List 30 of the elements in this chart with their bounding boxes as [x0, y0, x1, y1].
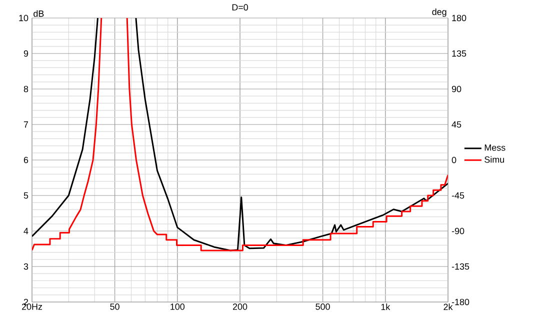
y2-tick-label: -45: [452, 192, 464, 199]
chart-title: D=0: [232, 4, 248, 11]
y2-axis-title: deg: [432, 8, 446, 17]
legend-label: Mess: [484, 144, 506, 151]
y-tick-label: 4: [24, 228, 28, 234]
y-tick-label: 5: [24, 192, 28, 199]
y2-tick-label: 90: [452, 86, 462, 92]
legend-label: Simu: [484, 156, 504, 163]
y2-tick-label: 180: [452, 14, 466, 22]
x-tick-label: 200: [232, 304, 248, 310]
y-tick-label: 6: [24, 156, 28, 164]
y-tick-label: 3: [24, 263, 28, 270]
y-tick-label: 9: [24, 50, 28, 57]
y2-tick-label: -135: [452, 263, 470, 270]
x-tick-label: 1k: [381, 304, 390, 310]
y-tick-label: 10: [19, 14, 28, 22]
x-tick-label: 2k: [444, 304, 453, 310]
y2-tick-label: 135: [452, 50, 466, 57]
y-tick-label: 7: [24, 121, 28, 128]
x-tick-label: 20Hz: [22, 304, 42, 310]
x-tick-label: 500: [316, 304, 330, 310]
x-tick-label: 100: [170, 304, 185, 310]
y2-tick-label: -90: [452, 228, 464, 234]
x-tick-label: 50: [110, 304, 120, 310]
y-tick-label: 8: [24, 86, 28, 92]
y2-tick-label: 0: [452, 156, 456, 164]
y2-tick-label: -180: [452, 298, 470, 306]
y-axis-title: dB: [34, 10, 44, 17]
y2-tick-label: 45: [452, 121, 462, 128]
y-tick-label: 2: [24, 298, 28, 306]
